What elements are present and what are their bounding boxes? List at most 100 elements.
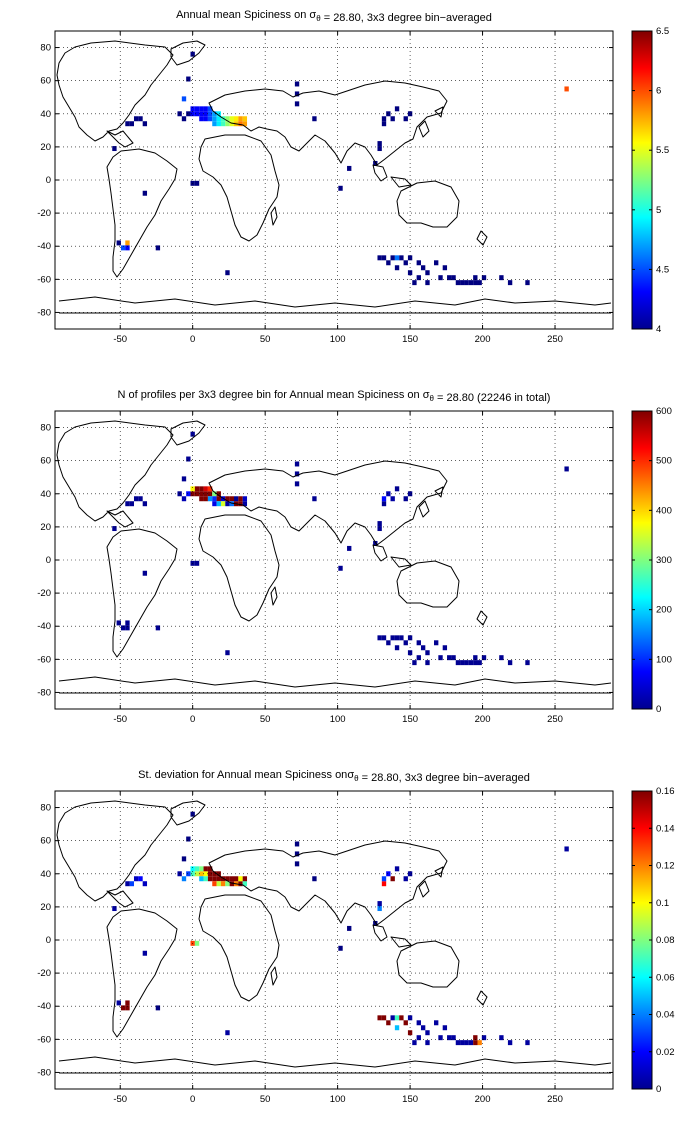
bin-cell [207, 491, 213, 497]
colorbar-tick-label: 5 [656, 205, 661, 216]
colorbar-tick-label: 200 [656, 605, 672, 616]
bin-cell [564, 86, 569, 92]
bin-cell [225, 270, 230, 276]
x-tick-label: 100 [330, 1094, 346, 1105]
bin-cell [499, 1035, 504, 1041]
colorbar-tick-label: 0 [656, 704, 661, 715]
bin-cell [451, 655, 456, 661]
bin-cell [473, 655, 478, 661]
x-tick-label: 250 [547, 714, 563, 725]
bin-cell [203, 491, 208, 497]
y-tick-label: -20 [37, 968, 51, 979]
bin-cell [434, 260, 439, 266]
bin-cell [294, 861, 300, 867]
bin-cell [138, 876, 143, 882]
bin-cell [207, 111, 213, 117]
colorbar-tick-label: 4 [656, 324, 661, 335]
bin-cell [216, 871, 221, 877]
bin-cell [199, 496, 204, 502]
bin-cell [194, 940, 200, 946]
bin-cell [381, 881, 387, 887]
bin-cell [216, 491, 221, 497]
bin-cell [416, 1020, 421, 1026]
bin-cell [377, 255, 382, 261]
bin-cell [233, 116, 239, 122]
x-tick-label: 0 [190, 1094, 195, 1105]
bin-cell [377, 906, 382, 912]
bin-cell [473, 1035, 478, 1041]
bin-cell [199, 116, 204, 122]
bin-cell [155, 245, 161, 251]
bin-cell [338, 945, 343, 951]
bin-cell [390, 116, 395, 122]
bin-cell [242, 881, 248, 887]
bin-cell [142, 570, 148, 576]
colorbar-tick-label: 0.16 [656, 786, 675, 797]
colorbar-tick-label: 6.5 [656, 26, 669, 37]
bin-cell [207, 871, 213, 877]
bin-cell [442, 265, 448, 271]
bin-cell [507, 660, 513, 666]
y-tick-label: -40 [37, 241, 51, 252]
bin-cell [381, 501, 387, 507]
bin-cell [407, 111, 413, 117]
bin-cell [125, 245, 130, 251]
bin-cell [142, 190, 148, 196]
bin-cell [412, 660, 417, 666]
bin-cell [194, 871, 200, 877]
bin-cell [216, 496, 221, 502]
bin-cell [481, 1035, 487, 1041]
bin-cell [438, 655, 443, 661]
bin-cell [416, 640, 421, 646]
colorbar-tick-label: 5.5 [656, 145, 669, 156]
bin-cell [242, 501, 248, 507]
bin-cell [225, 650, 230, 656]
bin-cells [112, 431, 569, 666]
bin-cell [403, 876, 408, 882]
bin-cell [377, 521, 382, 527]
bin-cell [203, 866, 208, 872]
bin-cell [447, 655, 452, 661]
x-tick-label: 100 [330, 714, 346, 725]
bin-cell [407, 491, 413, 497]
bin-cell [399, 1015, 404, 1021]
bin-cell [133, 116, 139, 122]
bin-cell [116, 240, 121, 246]
bin-cell [207, 486, 213, 492]
bin-cell [194, 486, 200, 492]
bin-cell [386, 491, 391, 497]
bin-cell [129, 881, 134, 887]
bin-cell [199, 876, 204, 882]
bin-cell [416, 260, 421, 266]
bin-cell [155, 625, 161, 631]
bin-cell [373, 160, 378, 166]
bin-cell [403, 260, 408, 266]
bin-cell [438, 1035, 443, 1041]
y-tick-label: 40 [40, 109, 51, 120]
bin-cell [438, 275, 443, 281]
bin-cell [394, 255, 400, 261]
bin-cell [468, 660, 474, 666]
bin-cell [190, 871, 195, 877]
bin-cell [294, 81, 300, 87]
bin-cell [194, 491, 200, 497]
colorbar-tick-label: 0.06 [656, 972, 675, 983]
bin-cell [120, 625, 126, 631]
bin-cell [407, 270, 413, 276]
bin-cell [390, 255, 395, 261]
bin-cell [394, 106, 400, 112]
bin-cell [199, 866, 204, 872]
bin-cell [181, 856, 187, 862]
bin-cell [181, 116, 187, 122]
bin-cell [116, 1000, 121, 1006]
bin-cell [203, 496, 208, 502]
bin-cell [238, 881, 243, 887]
x-tick-label: 50 [260, 1094, 271, 1105]
panel-title: St. deviation for Annual mean Spiciness … [138, 769, 530, 784]
bin-cell [377, 635, 382, 641]
bin-cell [386, 640, 391, 646]
x-tick-label: 0 [190, 334, 195, 345]
bin-cell [203, 116, 208, 122]
bin-cell [229, 881, 234, 887]
bin-cell [242, 116, 248, 122]
